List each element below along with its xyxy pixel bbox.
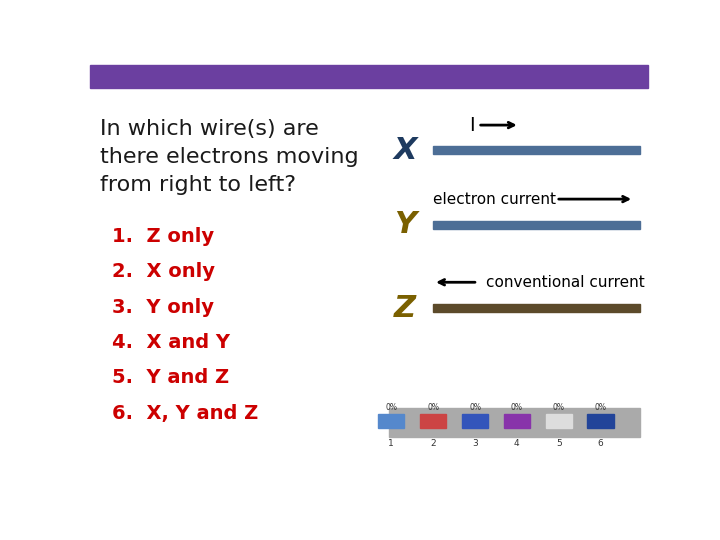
Text: 0%: 0% — [511, 403, 523, 413]
Bar — [433, 146, 639, 154]
Text: electron current: electron current — [433, 192, 556, 207]
Bar — [588, 414, 613, 428]
Text: 6: 6 — [598, 439, 603, 448]
Text: 0%: 0% — [385, 403, 397, 413]
Text: 3: 3 — [472, 439, 478, 448]
Bar — [378, 414, 405, 428]
Text: 0%: 0% — [553, 403, 564, 413]
Bar — [462, 414, 488, 428]
Bar — [433, 304, 639, 312]
Text: 1.  Z only: 1. Z only — [112, 227, 215, 246]
Text: X: X — [394, 136, 417, 165]
Bar — [504, 414, 530, 428]
Text: I: I — [469, 116, 475, 134]
Text: 6.  X, Y and Z: 6. X, Y and Z — [112, 404, 258, 423]
Text: 5.  Y and Z: 5. Y and Z — [112, 368, 230, 387]
Text: Z: Z — [395, 294, 416, 322]
Bar — [420, 414, 446, 428]
Text: 2.  X only: 2. X only — [112, 262, 215, 281]
Text: 4.  X and Y: 4. X and Y — [112, 333, 230, 352]
Text: In which wire(s) are
there electrons moving
from right to left?: In which wire(s) are there electrons mov… — [100, 119, 359, 195]
Text: 0%: 0% — [427, 403, 439, 413]
Text: 3.  Y only: 3. Y only — [112, 298, 215, 316]
Text: 0%: 0% — [595, 403, 606, 413]
Text: Y: Y — [395, 211, 416, 239]
Text: 5: 5 — [556, 439, 562, 448]
Text: 1: 1 — [389, 439, 394, 448]
Bar — [546, 414, 572, 428]
Text: 4: 4 — [514, 439, 520, 448]
Bar — [90, 65, 648, 87]
Bar — [389, 408, 639, 437]
Bar — [433, 221, 639, 229]
Text: conventional current: conventional current — [486, 275, 645, 290]
Text: 2: 2 — [431, 439, 436, 448]
Text: 0%: 0% — [469, 403, 481, 413]
